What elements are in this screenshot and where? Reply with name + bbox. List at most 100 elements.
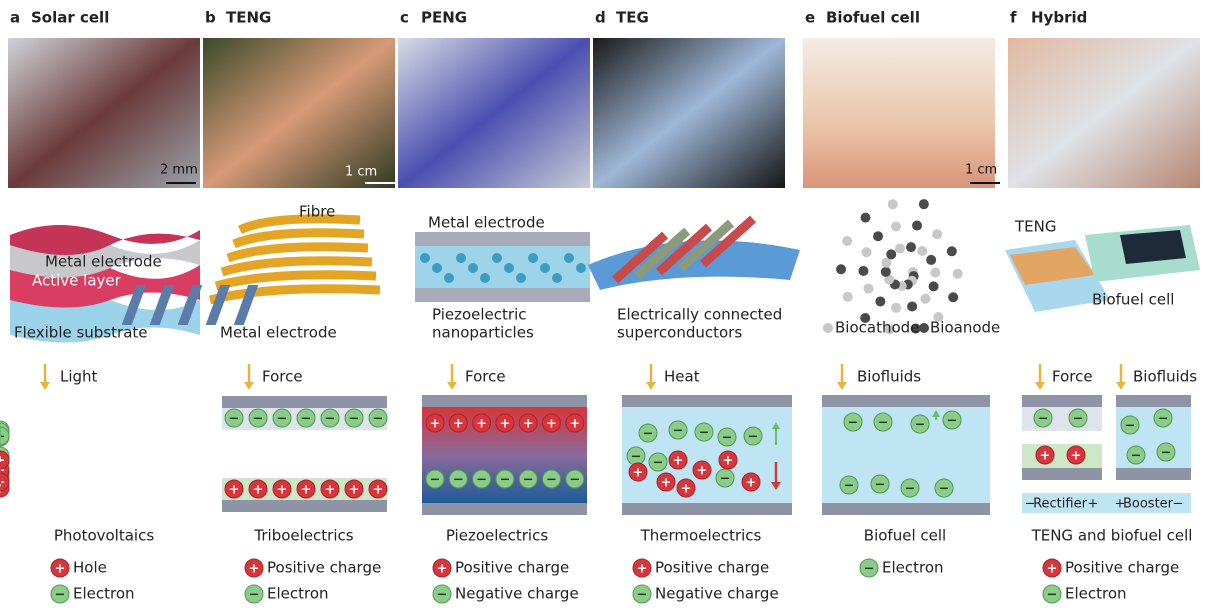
legend-label: Electron (1065, 585, 1127, 603)
panel-title: Biofuel cell (826, 9, 920, 27)
diagram-label: Metal electrode (220, 324, 337, 342)
nanoparticle (492, 253, 502, 263)
diagram-label: Biofuel cell (1092, 291, 1174, 309)
charge-sign: − (848, 416, 859, 431)
panel-letter: c (400, 9, 409, 27)
negative-charge (1068, 408, 1088, 428)
charge-sign: + (661, 476, 672, 491)
positive-charge (244, 558, 264, 578)
nanoparticle (552, 273, 562, 283)
arrow-head (447, 382, 457, 390)
thermoelectric-leg (633, 227, 691, 280)
charge-sign: + (0, 464, 5, 479)
negative-charge (934, 478, 954, 498)
bioanode-bead (858, 265, 869, 276)
teng-layer (1010, 247, 1095, 285)
positive-charge (656, 472, 676, 492)
biocathode-bead (917, 245, 928, 256)
positive-charge (628, 462, 648, 482)
charge-sign: + (697, 464, 708, 479)
fibre (214, 270, 377, 291)
right-top-plate (1116, 395, 1191, 407)
fibre (232, 228, 365, 249)
charge-sign: + (430, 417, 441, 432)
input-label: Heat (664, 368, 700, 386)
positive-charge (565, 413, 585, 433)
biocathode-bead (920, 293, 931, 304)
charge-sign: − (878, 416, 889, 431)
diagram-label: Active layer (32, 272, 122, 290)
biocathode-icon (823, 323, 833, 333)
positive-charge (1066, 445, 1086, 465)
positive-charge (542, 413, 561, 433)
mechanism-label: Biofuel cell (864, 527, 946, 545)
charge-sign: − (253, 412, 264, 427)
charge-sign: − (1038, 412, 1049, 427)
diagram-label: nanoparticles (432, 324, 534, 342)
charge-sign: − (720, 472, 731, 487)
positive-charge (272, 479, 292, 499)
thermoelectric-leg (611, 231, 669, 284)
charge-sign: − (673, 424, 684, 439)
diagram-label: Metal electrode (45, 253, 162, 271)
charge-sign: − (349, 412, 360, 427)
input-label: Light (60, 368, 98, 386)
circuit-label: Booster (1123, 497, 1174, 512)
negative-charge (296, 408, 316, 428)
bioanode-bead (910, 323, 921, 334)
negative-charge (1120, 415, 1140, 435)
fibre (237, 214, 361, 235)
negative-charge (668, 420, 688, 440)
mechanism-label: TENG and biofuel cell (1031, 527, 1193, 545)
photo (1008, 38, 1200, 188)
negative-charge (1156, 442, 1176, 462)
charge-sign: − (631, 450, 642, 465)
charge-sign: + (637, 562, 648, 577)
negative-charge (843, 412, 863, 432)
arrow-head (646, 382, 656, 390)
thermoelectric-leg (655, 223, 713, 276)
nanoparticle (468, 263, 478, 273)
bioanode-bead (880, 266, 891, 277)
positive-charge (224, 479, 244, 499)
nanoparticle (444, 273, 454, 283)
diagram-label: Fibre (299, 203, 335, 221)
positive-charge (1042, 558, 1062, 578)
positive-charge (0, 450, 10, 470)
top-plate (622, 395, 792, 407)
legend-label: Positive charge (1065, 559, 1179, 577)
nanoparticle (528, 253, 538, 263)
charge-sign: + (546, 417, 557, 432)
arrow-head (837, 382, 847, 390)
biocathode-bead (861, 247, 872, 258)
legend-label: Electron (73, 585, 135, 603)
charge-sign: + (229, 483, 240, 498)
negative-charge (743, 426, 763, 446)
bioanode-bead (836, 264, 847, 275)
nanoparticle (516, 273, 526, 283)
legend-label: Positive charge (455, 559, 569, 577)
positive-charge (0, 472, 10, 492)
panel-title: Hybrid (1031, 9, 1087, 27)
legend-label: Hole (73, 559, 107, 577)
charge-sign: − (249, 588, 260, 603)
negative-charge (1126, 445, 1146, 465)
biocathode-bead (842, 291, 853, 302)
charge-sign: − (277, 412, 288, 427)
bottom-plate (222, 500, 387, 512)
scale-bar-label: 2 mm (160, 163, 198, 178)
diagram-label: TENG (1014, 218, 1056, 236)
circuit-sign: + (1088, 497, 1099, 512)
charge-sign: + (723, 454, 734, 469)
charge-sign: − (373, 412, 384, 427)
negative-charge (565, 469, 585, 489)
photo (8, 38, 200, 188)
biocathode-bead (930, 267, 941, 278)
input-label: Biofluids (1133, 368, 1197, 386)
negative-charge (272, 408, 292, 428)
negative-charge (638, 423, 658, 443)
mechanism-label: Thermoelectrics (640, 527, 762, 545)
top-plate (422, 395, 587, 407)
bioanode-bead (873, 231, 884, 242)
